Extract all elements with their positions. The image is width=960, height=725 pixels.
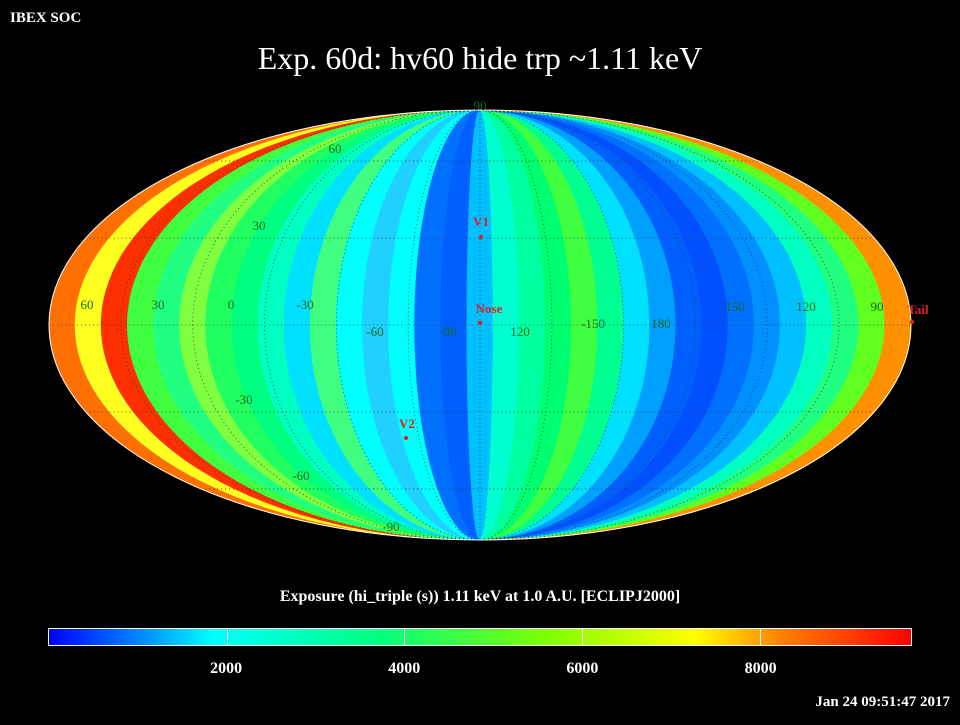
marker-label-nose: Nose <box>476 301 503 316</box>
lon-tick-label: 30 <box>152 297 165 312</box>
org-label: IBEX SOC <box>10 10 82 26</box>
lon-tick-label: -60 <box>366 324 383 339</box>
meridian-gridline <box>479 110 768 540</box>
lon-tick-label: 180 <box>651 316 671 331</box>
meridian-gridline <box>192 110 481 540</box>
lon-tick-label: -30 <box>296 297 313 312</box>
lat-tick-label: -90 <box>382 519 399 534</box>
colorbar-tick <box>226 629 228 645</box>
marker-dot-v1 <box>478 234 484 240</box>
lon-tick-label: 90 <box>871 299 884 314</box>
meridian-gridline <box>479 110 553 540</box>
lon-tick-label: 0 <box>228 297 235 312</box>
meridian-gridline <box>479 110 840 540</box>
lon-tick-label: 60 <box>81 297 94 312</box>
lat-tick-label: 30 <box>253 218 266 233</box>
colorbar-tick-label: 6000 <box>566 660 599 677</box>
meridian-gridline <box>120 110 481 540</box>
meridian-gridline <box>264 110 481 540</box>
colorbar-tick-label: 2000 <box>210 660 243 677</box>
marker-label-v2: V2 <box>399 416 415 431</box>
colorbar-tick-label: 4000 <box>388 660 421 677</box>
colorbar-tick <box>404 629 406 645</box>
colorbar-tick <box>582 629 584 645</box>
lon-tick-label: 120 <box>510 324 530 339</box>
lat-tick-label: 90 <box>474 98 487 113</box>
map-outline <box>48 109 912 541</box>
meridian-gridline <box>407 110 481 540</box>
lon-tick-label: -90 <box>439 324 456 339</box>
colorbar-tick <box>759 629 761 645</box>
colorbar-caption: Exposure (hi_triple (s)) 1.11 keV at 1.0… <box>279 588 681 605</box>
lon-tick-label: -150 <box>581 316 605 331</box>
marker-dot-v2 <box>403 435 409 441</box>
marker-dot-nose <box>477 320 483 326</box>
marker-label-tail: Tail <box>907 302 929 317</box>
map-title: Exp. 60d: hv60 hide trp ~1.11 keV <box>257 40 703 76</box>
lon-tick-label: 150 <box>725 299 745 314</box>
colorbar-tick-label: 8000 <box>744 660 777 677</box>
lon-tick-label: 120 <box>796 299 816 314</box>
lat-tick-label: -30 <box>235 392 252 407</box>
colorbar <box>48 628 912 646</box>
timestamp: Jan 24 09:51:47 2017 <box>815 694 950 710</box>
lat-tick-label: 60 <box>329 141 342 156</box>
marker-dot-tail <box>909 319 915 325</box>
meridian-gridline <box>479 110 625 540</box>
meridian-gridline <box>335 110 481 540</box>
marker-label-v1: V1 <box>473 214 489 229</box>
meridian-gridline <box>479 110 696 540</box>
lat-tick-label: -60 <box>292 468 309 483</box>
